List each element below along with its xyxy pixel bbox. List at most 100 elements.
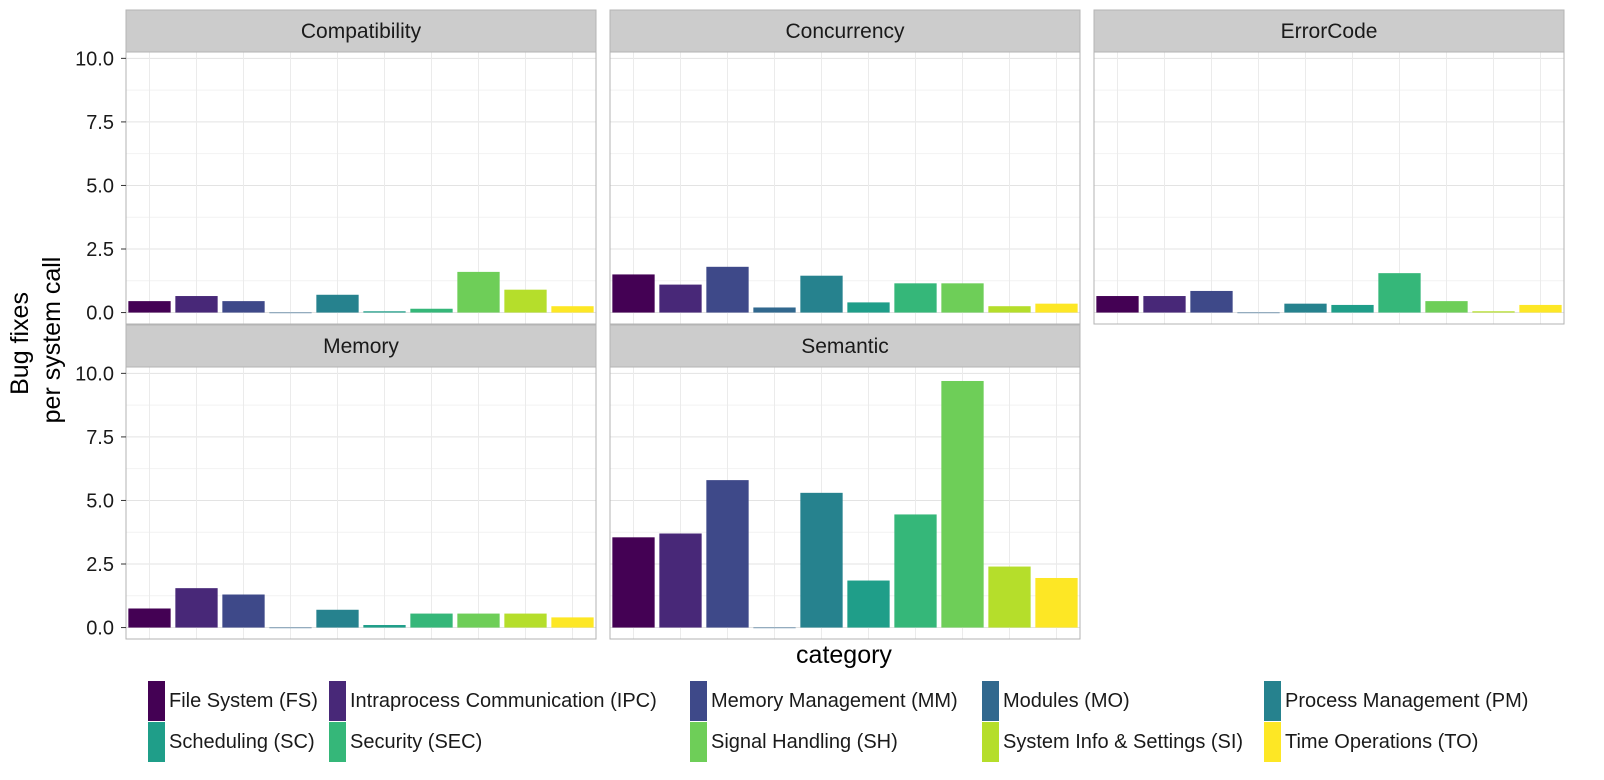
bar-errorcode-4	[1237, 312, 1280, 314]
bar-compatibility-9	[504, 289, 547, 313]
legend-label: Modules (MO)	[1003, 689, 1130, 712]
y-tick-label: 2.5	[86, 239, 114, 261]
legend-item: Intraprocess Communication (IPC)	[329, 681, 657, 721]
bar-concurrency-7	[894, 283, 937, 313]
facet-strip	[125, 9, 597, 53]
bar-memory-6	[363, 625, 406, 628]
facet-concurrency: Concurrency	[609, 9, 1081, 325]
bar-errorcode-10	[1519, 304, 1562, 313]
panel-border	[1093, 51, 1565, 325]
facet-strip	[125, 324, 597, 368]
legend-key	[1264, 722, 1281, 762]
legend-label: Memory Management (MM)	[711, 689, 958, 712]
panel-border	[125, 51, 597, 325]
bar-errorcode-1	[1096, 296, 1139, 313]
bar-errorcode-2	[1143, 296, 1186, 313]
y-axis-title-line-1: Bug fixes	[6, 292, 34, 395]
legend-key	[148, 681, 165, 721]
bar-compatibility-7	[410, 308, 453, 313]
y-tick-label: 5.0	[86, 490, 114, 512]
bar-errorcode-9	[1472, 311, 1515, 313]
bar-memory-4	[269, 627, 312, 629]
legend-key	[982, 681, 999, 721]
facet-strip	[609, 324, 1081, 368]
bar-compatibility-3	[222, 301, 265, 313]
facet-title: Semantic	[801, 335, 889, 358]
legend-item: Security (SEC)	[329, 722, 482, 762]
legend-item: Time Operations (TO)	[1264, 722, 1478, 762]
bar-compatibility-4	[269, 312, 312, 314]
legend-key	[1264, 681, 1281, 721]
bar-errorcode-8	[1425, 301, 1468, 313]
facet-errorcode: ErrorCode	[1093, 9, 1565, 325]
y-tick-label: 2.5	[86, 554, 114, 576]
bar-compatibility-1	[128, 301, 171, 313]
bar-memory-9	[504, 613, 547, 628]
bar-compatibility-8	[457, 271, 500, 313]
y-axis-title: Bug fixes per system call	[6, 257, 66, 424]
legend-item: File System (FS)	[148, 681, 318, 721]
bar-memory-10	[551, 617, 594, 628]
y-tick-label: 7.5	[86, 427, 114, 449]
legend-key	[329, 722, 346, 762]
legend-item: Memory Management (MM)	[690, 681, 958, 721]
panel-border	[609, 51, 1081, 325]
y-tick-label: 0.0	[86, 303, 114, 325]
bar-memory-7	[410, 613, 453, 628]
bar-memory-5	[316, 609, 359, 628]
bar-concurrency-5	[800, 275, 843, 313]
legend: File System (FS) Intraprocess Communicati…	[148, 681, 1588, 765]
legend-item: Process Management (PM)	[1264, 681, 1528, 721]
plot-background	[126, 52, 596, 324]
legend-label: Intraprocess Communication (IPC)	[350, 689, 657, 712]
bar-semantic-6	[847, 580, 890, 628]
legend-label: File System (FS)	[169, 689, 318, 712]
legend-item: Signal Handling (SH)	[690, 722, 898, 762]
plot-background	[1094, 52, 1564, 324]
bar-compatibility-2	[175, 296, 218, 313]
bar-semantic-2	[659, 533, 702, 628]
facet-strip	[1093, 9, 1565, 53]
facet-strip	[609, 9, 1081, 53]
bar-compatibility-6	[363, 311, 406, 313]
facet-title: Compatibility	[301, 20, 422, 43]
legend-item: System Info & Settings (SI)	[982, 722, 1243, 762]
legend-key	[148, 722, 165, 762]
facet-memory: Memory 0.0 2.5 5.0 7.5 10.0	[75, 324, 597, 640]
facet-compatibility: Compatibility 0.0 2.5 5.0 7.5 10.0	[75, 9, 597, 325]
bar-memory-1	[128, 608, 171, 628]
bar-compatibility-10	[551, 306, 594, 313]
bar-semantic-9	[988, 566, 1031, 628]
facet-title: ErrorCode	[1281, 20, 1378, 43]
bar-semantic-10	[1035, 577, 1078, 628]
legend-label: System Info & Settings (SI)	[1003, 730, 1244, 753]
bar-memory-8	[457, 613, 500, 628]
bar-errorcode-5	[1284, 303, 1327, 313]
panel-border	[609, 366, 1081, 640]
plot-background	[610, 52, 1080, 324]
legend-label: Signal Handling (SH)	[711, 730, 898, 753]
y-tick-label: 10.0	[75, 48, 114, 70]
panel-border	[125, 366, 597, 640]
bar-errorcode-7	[1378, 273, 1421, 313]
x-axis-title: category	[796, 641, 892, 669]
bar-concurrency-4	[753, 307, 796, 313]
y-axis-title-line-2: per system call	[38, 257, 66, 424]
legend-label: Time Operations (TO)	[1285, 730, 1479, 753]
bar-concurrency-2	[659, 284, 702, 313]
bar-semantic-8	[941, 380, 984, 628]
bar-memory-2	[175, 588, 218, 628]
facet-semantic: Semantic	[609, 324, 1081, 640]
legend-item: Modules (MO)	[982, 681, 1130, 721]
bar-concurrency-3	[706, 266, 749, 313]
y-tick-label: 7.5	[86, 112, 114, 134]
bar-compatibility-5	[316, 294, 359, 313]
legend-key	[982, 722, 999, 762]
bar-semantic-3	[706, 480, 749, 628]
facet-panels: Compatibility 0.0 2.5 5.0 7.5 10.0 Concurrency…	[75, 9, 1565, 640]
legend-label: Scheduling (SC)	[169, 730, 315, 753]
bar-errorcode-6	[1331, 304, 1374, 313]
facet-title: Memory	[323, 335, 399, 358]
bar-concurrency-6	[847, 302, 890, 313]
